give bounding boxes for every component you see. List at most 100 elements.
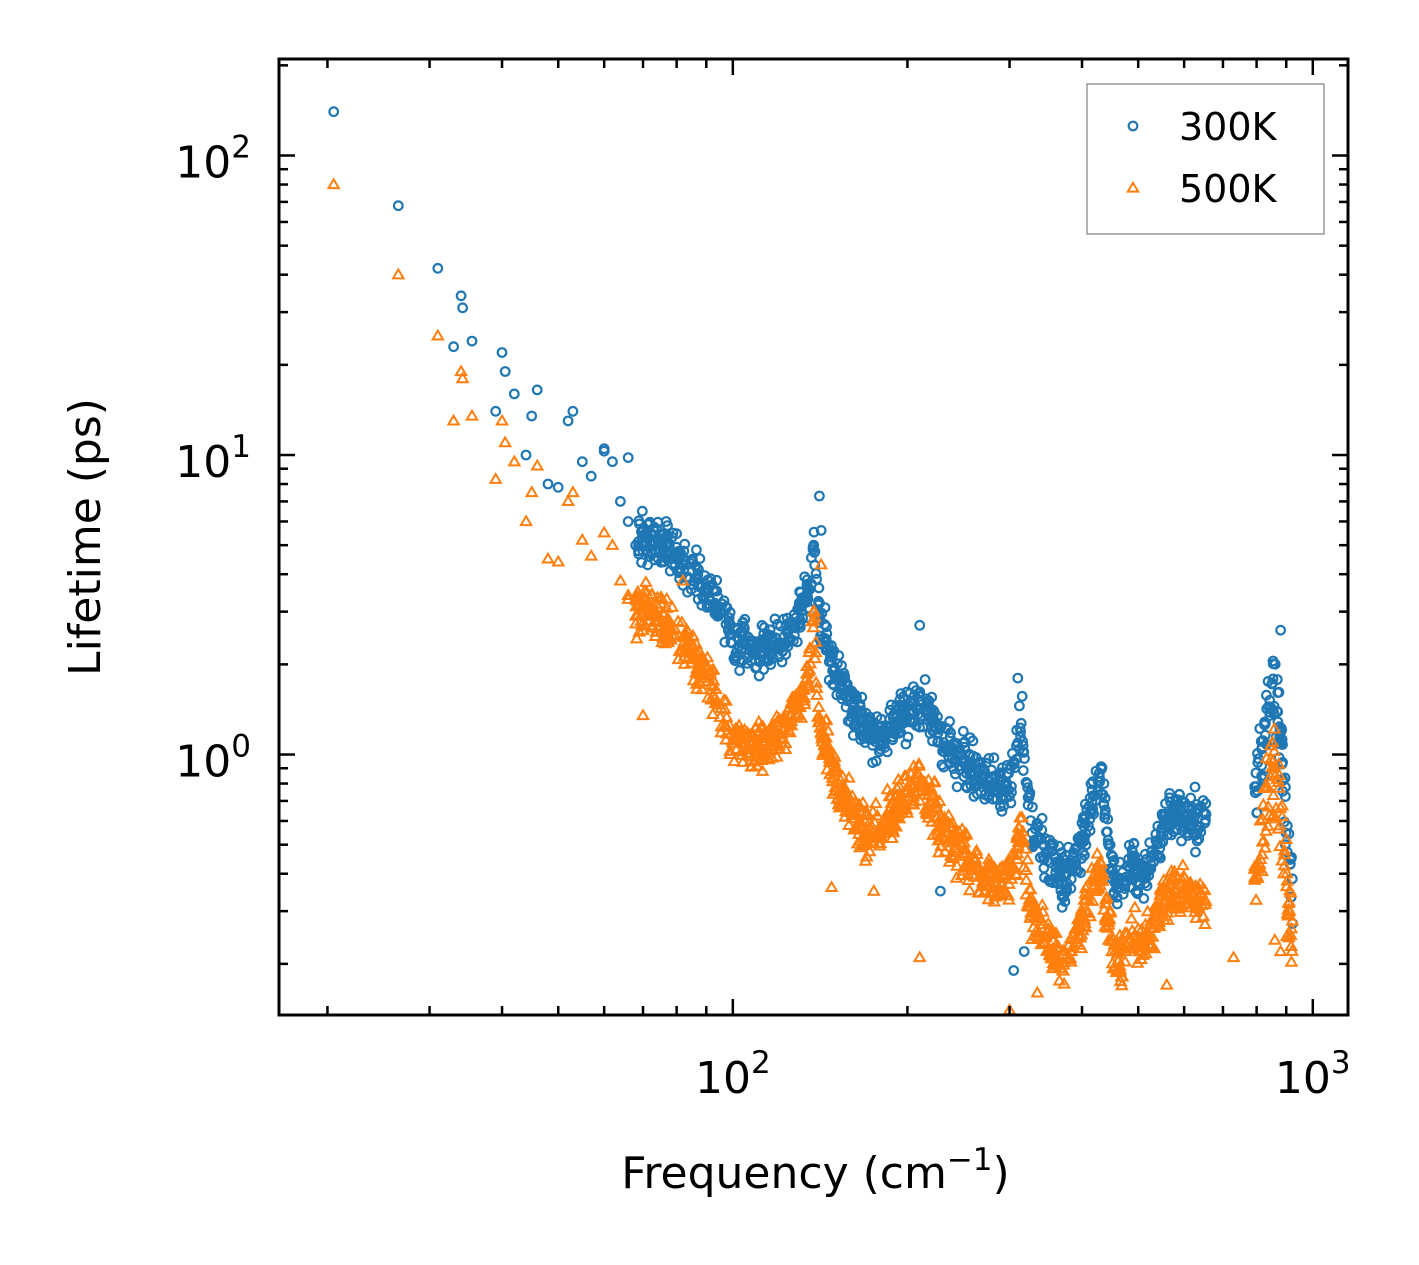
data-point-500K [847,822,862,835]
data-point-500K [921,810,936,823]
data-point-500K [1259,823,1273,836]
data-point-500K [1079,892,1093,905]
data-point-500K [1255,847,1270,860]
data-point-300K [835,672,847,684]
data-point-300K [1130,866,1142,878]
data-point-500K [675,573,690,586]
data-point-500K [921,781,936,794]
data-point-500K [802,645,817,658]
data-point-500K [1277,858,1292,871]
data-point-500K [465,408,479,421]
data-point-300K [1095,788,1107,800]
data-point-500K [1188,878,1203,891]
data-point-300K [692,568,704,580]
y-tick-label: 100 [175,729,251,788]
data-point-500K [915,774,930,786]
data-point-300K [1077,847,1089,858]
data-point-500K [841,770,856,783]
data-point-500K [754,749,769,762]
data-point-300K [778,631,790,642]
data-point-500K [391,267,406,280]
data-point-500K [912,793,927,806]
data-point-300K [1186,809,1198,821]
data-point-300K [820,634,831,646]
data-point-300K [1012,737,1024,749]
data-point-500K [524,485,539,498]
data-point-500K [1005,858,1020,871]
data-point-300K [1060,886,1072,898]
data-point-300K [1076,817,1088,829]
data-point-500K [772,738,786,751]
data-point-500K [821,739,836,751]
data-point-300K [749,654,761,666]
data-point-500K [825,770,840,783]
data-point-500K [808,634,823,647]
data-point-500K [1042,947,1057,960]
data-point-500K [1026,896,1041,909]
data-point-500K [705,662,720,675]
data-point-500K [806,613,821,625]
data-point-500K [662,613,677,625]
data-point-500K [1100,910,1115,923]
data-point-300K [1028,834,1040,846]
data-point-300K [802,582,814,594]
data-point-500K [912,950,927,963]
data-point-300K [796,592,808,604]
data-point-500K [961,867,976,880]
data-point-300K [980,779,992,791]
data-point-300K [1043,874,1055,886]
data-point-500K [1255,812,1270,824]
data-point-300K [1017,740,1029,751]
data-point-500K [954,868,969,881]
data-point-300K [919,674,931,685]
data-point-500K [1281,926,1296,938]
data-point-500K [772,715,787,728]
data-point-300K [649,547,661,558]
data-point-500K [1011,820,1026,833]
data-point-300K [878,737,889,748]
data-point-500K [858,853,873,866]
data-point-500K [950,858,964,871]
data-point-500K [674,615,689,628]
data-point-300K [392,200,404,212]
data-point-300K [957,725,969,737]
data-point-300K [769,613,781,625]
data-point-500K [742,741,757,754]
data-point-500K [753,720,768,733]
data-point-500K [1154,903,1169,916]
data-point-500K [809,688,824,700]
data-point-500K [968,851,983,864]
data-point-500K [1248,861,1263,873]
legend-marker-300K [1127,120,1139,132]
data-point-500K [755,764,770,776]
data-point-500K [1071,929,1086,942]
data-point-300K [622,516,634,527]
data-point-300K [1132,885,1144,897]
data-point-500K [681,633,696,646]
data-point-500K [800,676,815,689]
data-point-300K [926,691,938,703]
data-point-500K [326,177,341,190]
data-point-300K [490,405,502,417]
data-point-300K [729,655,741,667]
data-point-300K [794,586,805,598]
data-point-300K [671,528,682,540]
data-point-500K [1263,769,1278,782]
data-point-500K [938,844,953,857]
legend-label-300K: 300K [1179,105,1278,149]
data-point-500K [865,804,880,817]
data-point-500K [800,679,815,692]
data-point-500K [488,472,503,484]
data-point-300K [1024,789,1035,801]
data-point-300K [994,768,1006,780]
data-point-300K [948,763,959,774]
data-point-500K [1084,861,1099,873]
data-point-500K [744,753,759,766]
data-point-500K [734,723,749,736]
data-point-500K [631,598,646,611]
data-point-500K [1197,892,1212,904]
data-point-500K [828,763,843,776]
data-point-300K [1060,869,1072,881]
data-point-500K [1037,936,1052,948]
data-point-500K [845,789,860,801]
